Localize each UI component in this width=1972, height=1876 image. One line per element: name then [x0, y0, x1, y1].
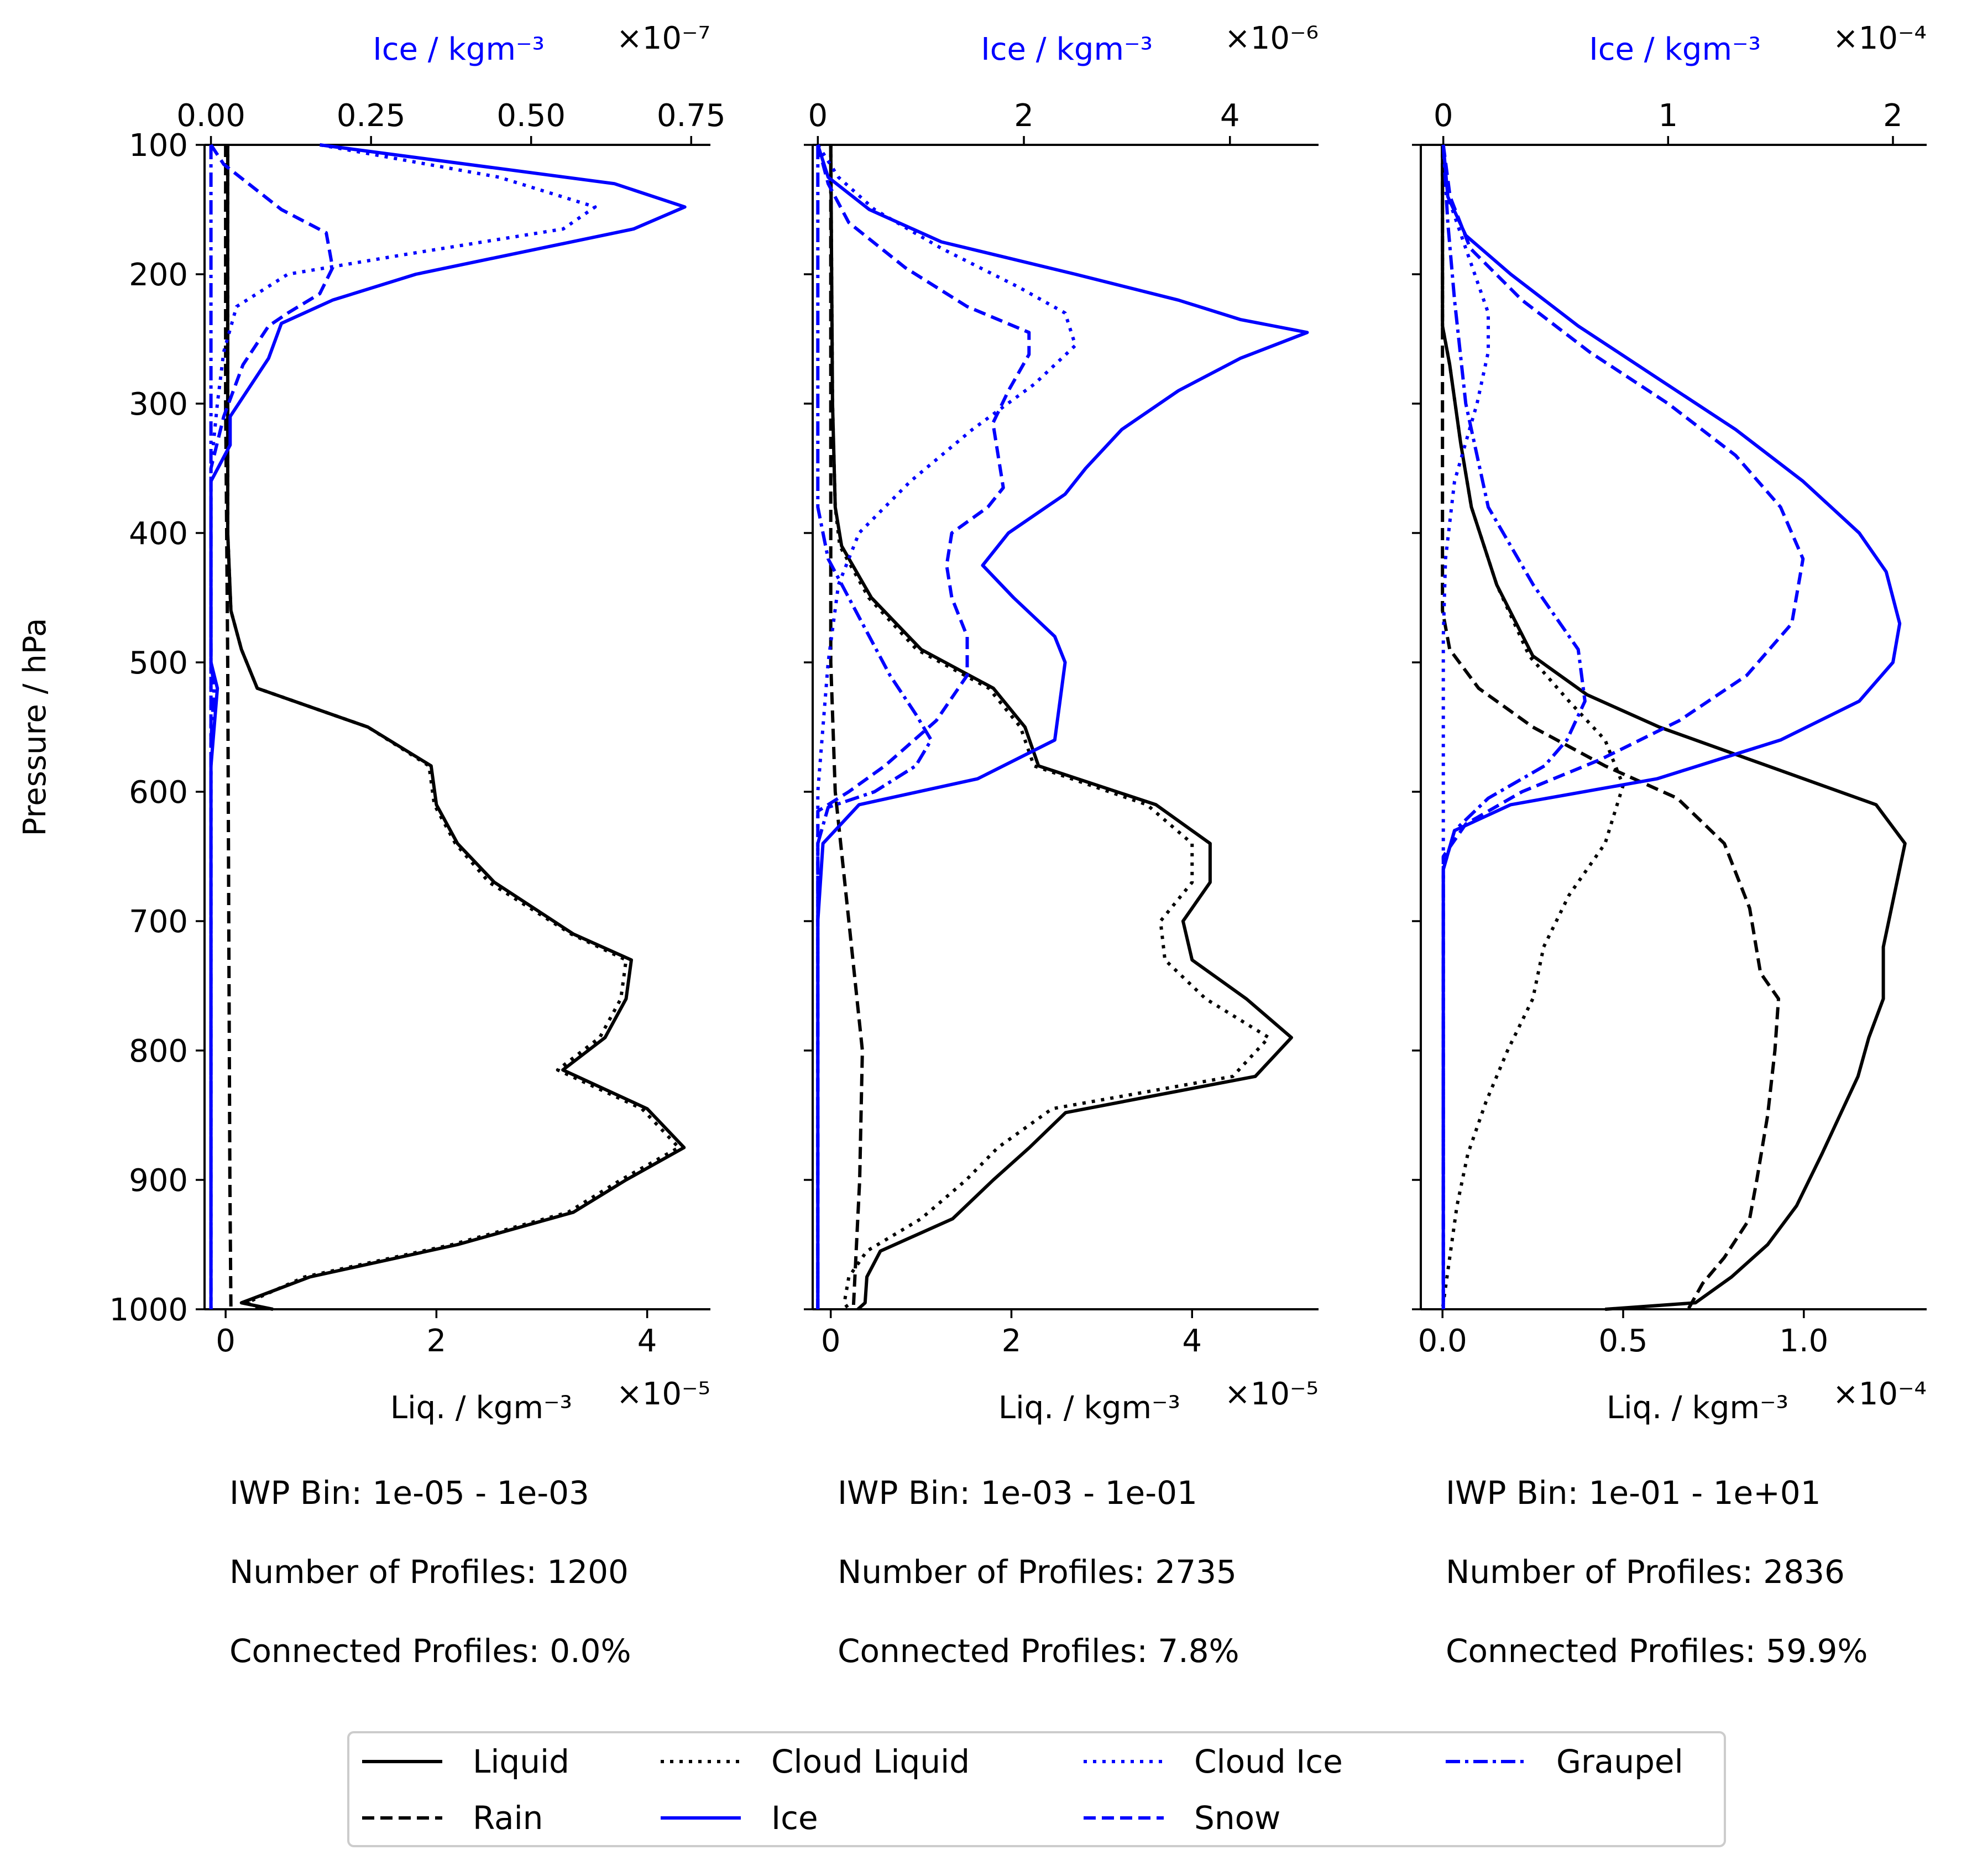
x-tick-label: 2 [1002, 1323, 1022, 1359]
profile-info-line: Connected Profiles: 0.0% [229, 1632, 631, 1670]
x2-tick-label: 0.00 [176, 98, 245, 134]
y-tick-label: 900 [129, 1163, 188, 1199]
profile-info-line: IWP Bin: 1e-05 - 1e-03 [229, 1474, 589, 1512]
x2-tick-label: 2 [1014, 98, 1034, 134]
series-snow [209, 144, 334, 1309]
series-graupel [1441, 144, 1587, 1309]
panel-high-iwp: 0.0 0.5 1.0 0 1 2 ×10⁻⁴ ×10⁻⁴ Ice / kgm⁻³ Liq. / … [1412, 20, 1927, 1670]
liq-axis-exponent: ×10⁻⁴ [1833, 1376, 1927, 1412]
x2-tick-label: 0 [808, 98, 828, 134]
y-axis-label: Pressure / hPa [17, 618, 53, 837]
panel-low-iwp: 100 200 300 400 500 600 700 800 900 1000 0 2 4 0.00 0.… [109, 20, 725, 1670]
liq-axis-exponent: ×10⁻⁵ [616, 1376, 710, 1412]
profile-info-line: Connected Profiles: 59.9% [1446, 1632, 1868, 1670]
x-tick-label: 0.0 [1418, 1323, 1467, 1359]
ice-axis-exponent: ×10⁻⁴ [1833, 20, 1927, 56]
legend-label: Snow [1194, 1799, 1281, 1837]
series-cloud-liquid [829, 144, 1271, 1310]
legend-label: Liquid [473, 1743, 569, 1780]
y-tick-label: 500 [129, 645, 188, 681]
profile-info-line: Connected Profiles: 7.8% [838, 1632, 1239, 1670]
y-tick-label: 300 [129, 386, 188, 422]
x2-tick-label: 2 [1883, 98, 1903, 134]
series-liquid [1441, 145, 1907, 1311]
y-tick-label: 600 [129, 775, 188, 811]
x2-tick-label: 0 [1434, 98, 1453, 134]
x-tick-label: 0 [216, 1323, 236, 1359]
profile-info-line: IWP Bin: 1e-03 - 1e-01 [838, 1474, 1197, 1512]
legend-label: Cloud Liquid [771, 1743, 970, 1780]
series-cloud-ice [816, 144, 1077, 1309]
legend-label: Graupel [1556, 1743, 1683, 1780]
series-graupel [816, 145, 933, 1309]
legend: Liquid Rain Cloud Liquid Ice Cloud Ice Snow Gr… [347, 1731, 1726, 1847]
ice-axis-title: Ice / kgm⁻³ [1589, 32, 1761, 67]
profile-info-line: Number of Profiles: 1200 [229, 1553, 629, 1591]
ice-axis-exponent: ×10⁻⁶ [1225, 20, 1319, 56]
series-snow [816, 144, 1031, 1309]
x-tick-label: 2 [427, 1323, 447, 1359]
legend-label: Ice [771, 1799, 818, 1837]
y-tick-label: 100 [129, 128, 188, 164]
y-tick-label: 1000 [109, 1292, 188, 1328]
x2-tick-label: 0.25 [337, 98, 406, 134]
panel-mid-iwp: 0 2 4 0 2 4 ×10⁻⁶ ×10⁻⁵ Ice / kgm⁻³ Liq. / kgm⁻³ I… [804, 20, 1319, 1670]
series-ice [816, 144, 1309, 1309]
series-ice [1441, 144, 1902, 1309]
ice-axis-title: Ice / kgm⁻³ [981, 32, 1153, 67]
series-graupel [209, 145, 216, 1309]
liq-axis-exponent: ×10⁻⁵ [1225, 1376, 1319, 1412]
series-cloud-liquid [1441, 145, 1625, 1310]
x-tick-label: 4 [1182, 1323, 1202, 1359]
x-tick-label: 0 [821, 1323, 841, 1359]
series-rain [224, 145, 233, 1310]
y-tick-label: 200 [129, 257, 188, 293]
ice-axis-title: Ice / kgm⁻³ [373, 32, 545, 67]
profile-info-line: Number of Profiles: 2836 [1446, 1553, 1845, 1591]
x2-tick-label: 0.50 [496, 98, 566, 134]
x-tick-label: 0.5 [1598, 1323, 1647, 1359]
y-tick-label: 400 [129, 516, 188, 552]
liq-axis-title: Liq. / kgm⁻³ [390, 1390, 572, 1426]
series-liquid [829, 144, 1293, 1311]
profile-info-line: IWP Bin: 1e-01 - 1e+01 [1446, 1474, 1821, 1512]
series-cloud-ice [209, 143, 597, 1309]
x2-tick-label: 1 [1659, 98, 1678, 134]
x2-tick-label: 0.75 [657, 98, 726, 134]
x-tick-label: 1.0 [1779, 1323, 1828, 1359]
liq-axis-title: Liq. / kgm⁻³ [1607, 1390, 1788, 1426]
x2-tick-label: 4 [1220, 98, 1240, 134]
ice-axis-exponent: ×10⁻⁷ [616, 20, 710, 56]
x-tick-label: 4 [637, 1323, 657, 1359]
liq-axis-title: Liq. / kgm⁻³ [998, 1390, 1180, 1426]
series-snow [1441, 144, 1805, 1309]
y-tick-label: 800 [129, 1033, 188, 1069]
profile-info-line: Number of Profiles: 2735 [838, 1553, 1237, 1591]
y-tick-label: 700 [129, 904, 188, 940]
legend-label: Cloud Ice [1194, 1743, 1343, 1780]
legend-label: Rain [473, 1799, 543, 1837]
series-rain [829, 145, 864, 1310]
series-ice [209, 143, 687, 1309]
series-rain [1441, 145, 1780, 1310]
